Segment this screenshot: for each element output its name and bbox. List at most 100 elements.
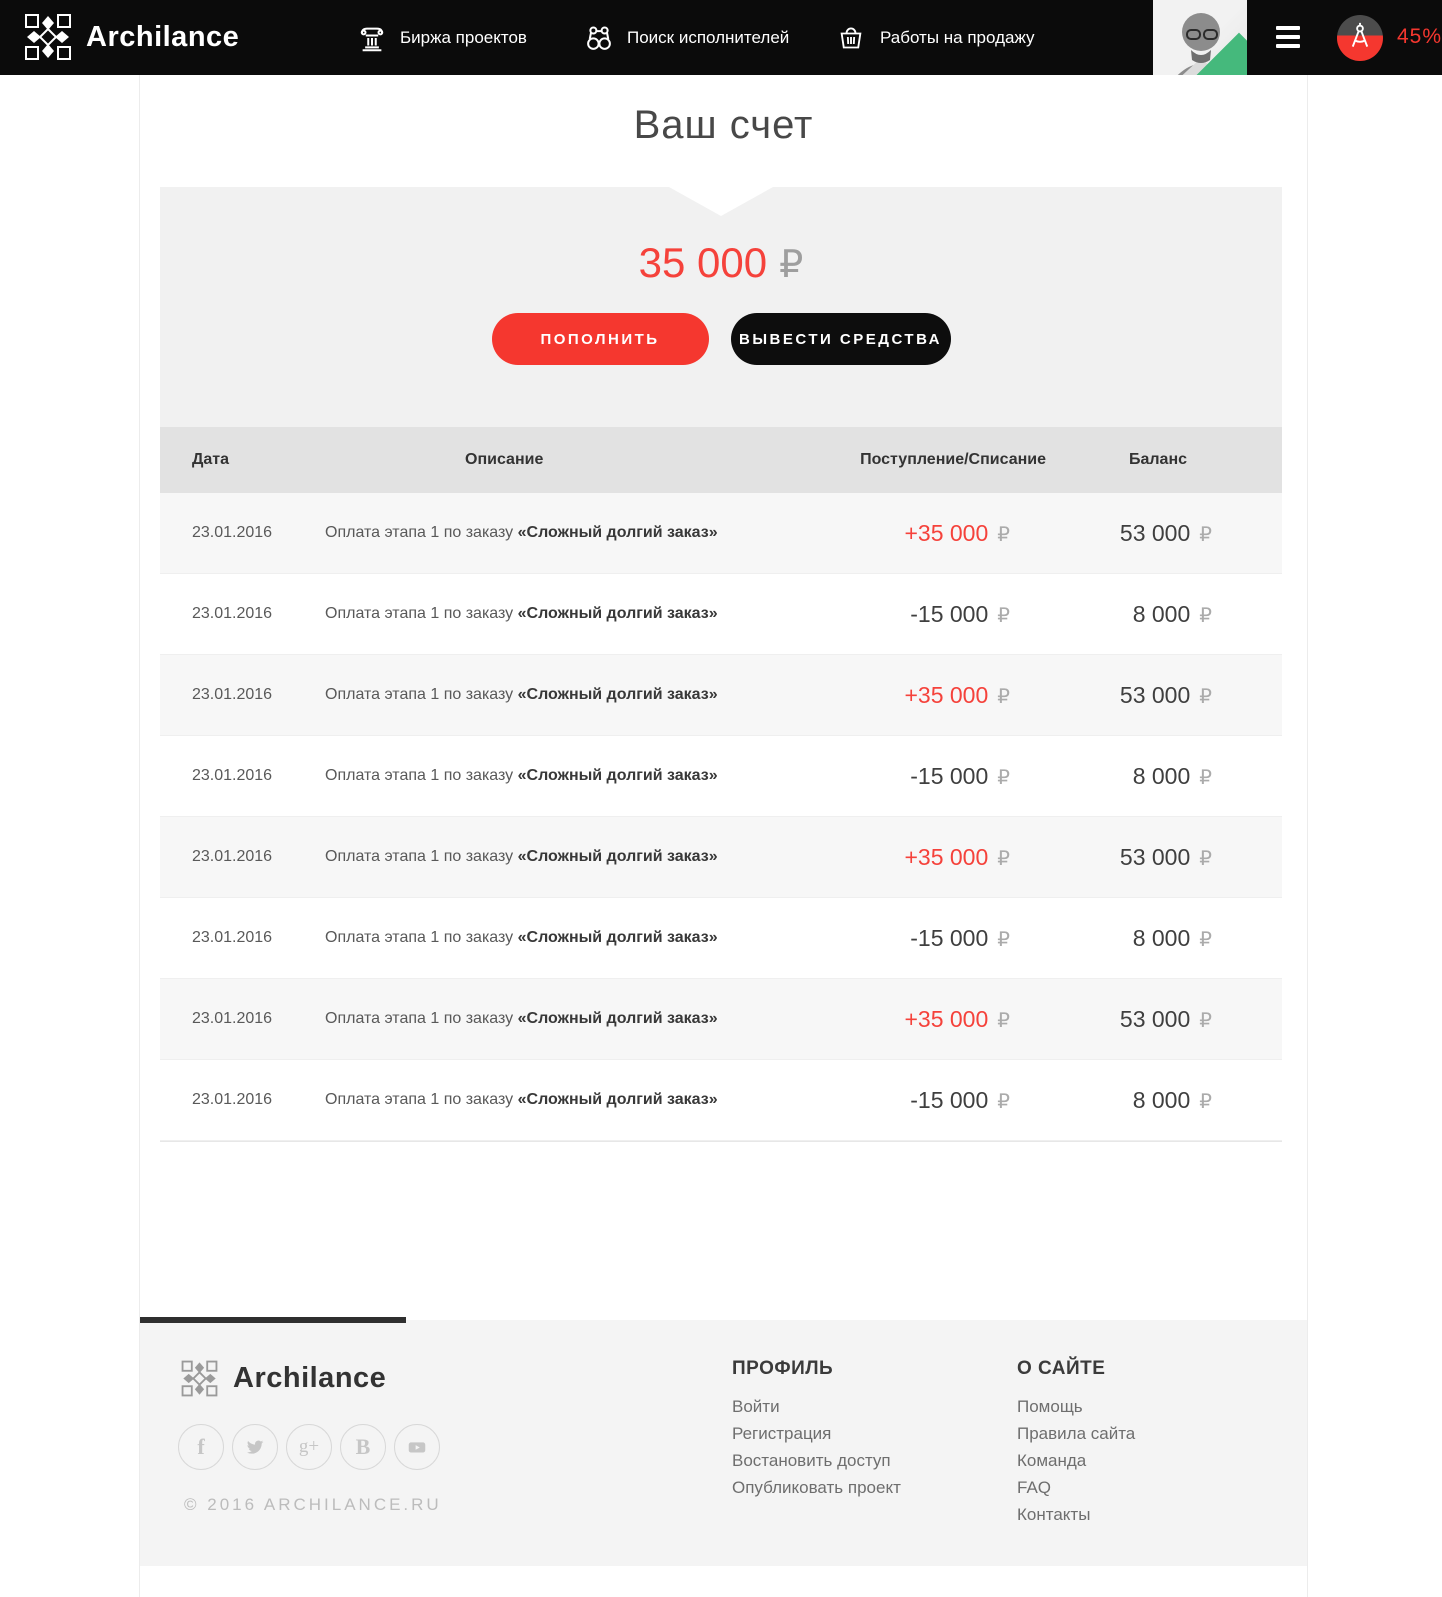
transaction-balance: 53 000 ₽ [1119, 681, 1212, 708]
table-row: 23.01.2016 Оплата этапа 1 по заказу «Сло… [160, 817, 1282, 898]
nav-item-works-for-sale[interactable]: Работы на продажу [837, 0, 1035, 75]
transaction-amount: +35 000 ₽ [904, 843, 1010, 870]
transaction-date: 23.01.2016 [192, 848, 273, 865]
footer-column-title: ПРОФИЛЬ [732, 1358, 834, 1379]
transaction-balance: 8 000 ₽ [1132, 924, 1212, 951]
transaction-description: Оплата этапа 1 по заказу «Сложный долгий… [325, 524, 718, 541]
ruble-sign: ₽ [997, 523, 1010, 546]
footer-link[interactable]: FAQ [1017, 1478, 1052, 1497]
top-navbar: Archilance Биржа проектов Поиск исполнит… [0, 0, 1442, 75]
footer-brand-logo[interactable]: Archilance [181, 1360, 386, 1397]
ruble-sign: ₽ [1199, 685, 1212, 708]
footer-link[interactable]: Правила сайта [1017, 1424, 1136, 1443]
menu-hamburger-icon[interactable] [1276, 26, 1300, 48]
footer-column-title: О САЙТЕ [1017, 1358, 1106, 1379]
ruble-sign: ₽ [997, 685, 1010, 708]
social-links: f g+ B [178, 1424, 440, 1470]
footer-column-about: О САЙТЕ Помощь Правила сайта Команда FAQ Кон… [1017, 1358, 1135, 1532]
transaction-description: Оплата этапа 1 по заказу «Сложный долгий… [325, 1010, 718, 1027]
transaction-date: 23.01.2016 [192, 767, 273, 784]
transaction-balance: 53 000 ₽ [1119, 843, 1212, 870]
footer-link[interactable]: Опубликовать проект [732, 1478, 901, 1497]
ruble-sign: ₽ [997, 1009, 1010, 1032]
column-header-date: Дата [192, 451, 230, 468]
main-content-column: Ваш счет 35 000 ₽ ПОПОЛНИТЬ ВЫВЕСТИ СРЕДС… [139, 75, 1308, 1597]
transaction-amount: -15 000 ₽ [910, 1086, 1010, 1113]
table-row: 23.01.2016 Оплата этапа 1 по заказу «Сло… [160, 574, 1282, 655]
transaction-amount: -15 000 ₽ [910, 762, 1010, 789]
transaction-description: Оплата этапа 1 по заказу «Сложный долгий… [325, 1091, 718, 1108]
table-row: 23.01.2016 Оплата этапа 1 по заказу «Сло… [160, 1060, 1282, 1141]
transaction-amount: -15 000 ₽ [910, 600, 1010, 627]
account-balance: 35 000 [638, 239, 768, 286]
ruble-sign: ₽ [997, 766, 1010, 789]
transaction-balance: 8 000 ₽ [1132, 1086, 1212, 1113]
footer-column-profile: ПРОФИЛЬ Войти Регистрация Востановить дост… [732, 1358, 901, 1505]
table-row: 23.01.2016 Оплата этапа 1 по заказу «Сло… [160, 655, 1282, 736]
ruble-sign: ₽ [1199, 847, 1212, 870]
ruble-sign: ₽ [997, 604, 1010, 627]
page-title: Ваш счет [633, 103, 814, 147]
transaction-description: Оплата этапа 1 по заказу «Сложный долгий… [325, 767, 718, 784]
transaction-balance: 8 000 ₽ [1132, 600, 1212, 627]
twitter-icon[interactable] [232, 1424, 278, 1470]
nav-item-projects-exchange[interactable]: Биржа проектов [357, 0, 527, 75]
archilance-logo-icon [181, 1360, 218, 1397]
ruble-sign: ₽ [1199, 766, 1212, 789]
footer-link[interactable]: Помощь [1017, 1397, 1083, 1416]
transaction-balance: 53 000 ₽ [1119, 1005, 1212, 1032]
profile-progress-value: 45% [1397, 25, 1442, 48]
footer-link[interactable]: Регистрация [732, 1424, 832, 1443]
footer-link[interactable]: Команда [1017, 1451, 1087, 1470]
google-plus-icon[interactable]: g+ [286, 1424, 332, 1470]
nav-label: Биржа проектов [400, 27, 527, 47]
transaction-date: 23.01.2016 [192, 1091, 273, 1108]
profile-progress-badge[interactable] [1337, 15, 1383, 61]
ruble-sign: ₽ [1199, 604, 1212, 627]
table-header-row: Дата Описание Поступление/Списание Балан… [160, 427, 1282, 493]
transaction-date: 23.01.2016 [192, 1010, 273, 1027]
ruble-sign: ₽ [1199, 1090, 1212, 1113]
transaction-description: Оплата этапа 1 по заказу «Сложный долгий… [325, 929, 718, 946]
transactions-table: Дата Описание Поступление/Списание Балан… [160, 427, 1282, 1142]
table-body: 23.01.2016 Оплата этапа 1 по заказу «Сло… [160, 493, 1282, 1141]
footer-brand-name: Archilance [233, 1362, 387, 1394]
topup-button[interactable]: ПОПОЛНИТЬ [491, 313, 709, 365]
transaction-amount: +35 000 ₽ [904, 519, 1010, 546]
ruble-sign: ₽ [997, 1090, 1010, 1113]
withdraw-button[interactable]: ВЫВЕСТИ СРЕДСТВА [730, 313, 951, 365]
transaction-balance: 53 000 ₽ [1119, 519, 1212, 546]
transaction-date: 23.01.2016 [192, 929, 273, 946]
basket-icon [837, 23, 867, 53]
table-row: 23.01.2016 Оплата этапа 1 по заказу «Сло… [160, 736, 1282, 817]
transaction-balance: 8 000 ₽ [1132, 762, 1212, 789]
footer-link[interactable]: Войти [732, 1397, 780, 1416]
footer-link-list: Войти Регистрация Востановить доступ Опубли… [732, 1397, 901, 1498]
archilance-logo-icon [24, 13, 72, 61]
footer-link[interactable]: Контакты [1017, 1505, 1091, 1524]
transaction-description: Оплата этапа 1 по заказу «Сложный долгий… [325, 686, 718, 703]
brand-logo[interactable]: Archilance [24, 13, 239, 61]
ruble-sign: ₽ [1199, 523, 1212, 546]
facebook-icon[interactable]: f [178, 1424, 224, 1470]
copyright: © 2016 ARCHILANCE.RU [184, 1495, 442, 1514]
nav-label: Работы на продажу [880, 27, 1035, 47]
brand-name: Archilance [86, 20, 240, 53]
ruble-sign: ₽ [997, 847, 1010, 870]
transaction-description: Оплата этапа 1 по заказу «Сложный долгий… [325, 848, 718, 865]
balance-panel: 35 000 ₽ ПОПОЛНИТЬ ВЫВЕСТИ СРЕДСТВА [160, 187, 1282, 427]
youtube-icon[interactable] [394, 1424, 440, 1470]
footer-link[interactable]: Востановить доступ [732, 1451, 891, 1470]
table-row: 23.01.2016 Оплата этапа 1 по заказу «Сло… [160, 898, 1282, 979]
vk-icon[interactable]: B [340, 1424, 386, 1470]
footer-accent-bar [140, 1317, 406, 1323]
binoculars-icon [584, 23, 614, 53]
ruble-sign: ₽ [997, 928, 1010, 951]
ruble-sign: ₽ [779, 244, 804, 286]
drafting-compass-icon [1345, 21, 1375, 56]
transaction-amount: -15 000 ₽ [910, 924, 1010, 951]
user-avatar[interactable] [1153, 0, 1247, 75]
bank-icon [357, 23, 387, 53]
nav-item-find-freelancers[interactable]: Поиск исполнителей [584, 0, 789, 75]
ruble-sign: ₽ [1199, 928, 1212, 951]
